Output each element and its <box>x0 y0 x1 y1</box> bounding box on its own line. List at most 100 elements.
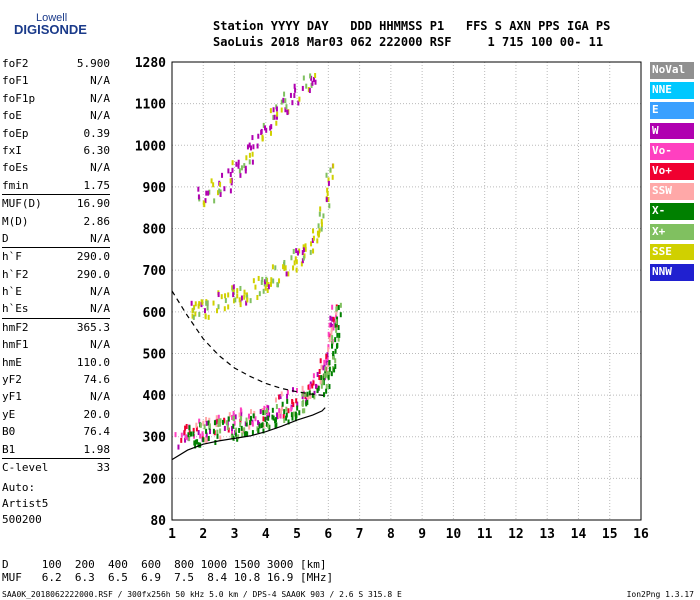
echo-mark <box>248 159 251 165</box>
param-value: 1.98 <box>83 442 111 456</box>
echo-mark <box>301 391 304 397</box>
echo-mark <box>283 409 286 415</box>
echo-mark <box>328 203 331 209</box>
param-row-hf: h`F 290.0 <box>2 247 110 265</box>
echo-mark <box>310 75 313 81</box>
param-value: N/A <box>90 338 110 352</box>
echo-mark <box>194 439 197 445</box>
echo-mark <box>212 300 215 306</box>
echo-mark <box>296 405 299 411</box>
echo-mark <box>302 247 305 253</box>
echo-mark <box>331 174 334 180</box>
y-tick-label: 1000 <box>135 139 166 154</box>
echo-mark <box>335 343 338 349</box>
echo-mark <box>331 366 334 372</box>
echo-mark <box>309 73 312 79</box>
echo-mark <box>261 276 264 282</box>
legend-item-e: E <box>650 102 694 120</box>
echo-mark <box>216 429 219 435</box>
echo-mark <box>262 428 265 434</box>
echo-mark <box>334 322 337 328</box>
echo-mark <box>245 300 248 306</box>
echo-mark <box>219 191 222 197</box>
y-tick-label: 300 <box>143 431 167 446</box>
echo-mark <box>184 425 187 431</box>
echo-mark <box>249 145 252 151</box>
echo-mark <box>327 374 330 380</box>
param-row-hes: h`Es N/A <box>2 300 110 317</box>
echo-mark <box>197 430 200 436</box>
echo-mark <box>180 437 183 443</box>
y-tick-label: 500 <box>143 347 167 362</box>
echo-mark <box>226 425 229 431</box>
echo-mark <box>231 430 234 436</box>
echo-mark <box>272 107 275 113</box>
legend-item-x: X- <box>650 203 694 221</box>
legend-item-x: X+ <box>650 223 694 241</box>
param-name: B1 <box>2 442 16 456</box>
echo-mark <box>231 426 234 432</box>
echo-mark <box>335 310 338 316</box>
echo-mark <box>195 426 198 432</box>
echo-mark <box>243 431 246 437</box>
echo-mark <box>316 388 319 394</box>
echo-mark <box>234 297 237 303</box>
echo-mark <box>326 187 329 193</box>
echo-mark <box>227 427 230 433</box>
echo-mark <box>287 271 290 277</box>
echo-mark <box>331 316 334 322</box>
echo-mark <box>290 412 293 418</box>
echo-mark <box>320 222 323 228</box>
echo-mark <box>282 264 285 270</box>
param-row-he: h`E N/A <box>2 283 110 300</box>
echo-mark <box>274 397 277 403</box>
param-name: D <box>2 231 9 245</box>
axes <box>171 61 642 521</box>
echo-mark <box>337 304 340 310</box>
echo-mark <box>339 302 342 308</box>
echo-mark <box>293 93 296 99</box>
param-value: N/A <box>90 74 110 88</box>
echo-mark <box>239 407 242 413</box>
echo-mark <box>180 432 183 438</box>
version-label: Ion2Png 1.3.17 <box>626 590 694 599</box>
echo-mark <box>203 202 206 208</box>
echo-mark <box>295 259 298 265</box>
echo-mark <box>311 80 314 86</box>
echo-mark <box>320 364 323 370</box>
echo-mark <box>241 432 244 438</box>
echo-mark <box>302 399 305 405</box>
echo-mark <box>275 114 278 120</box>
echo-mark <box>245 421 248 427</box>
echo-mark <box>219 428 222 434</box>
echo-mark <box>281 401 284 407</box>
param-value: 290.0 <box>76 267 110 281</box>
echo-mark <box>247 413 250 419</box>
param-name: hmE <box>2 355 22 369</box>
echo-mark <box>278 408 281 414</box>
x-tick-label: 1 <box>168 527 176 542</box>
muf-table: D 100 200 400 600 800 1000 1500 3000 [km… <box>2 558 333 584</box>
echo-mark <box>291 399 294 405</box>
echo-mark <box>287 408 290 414</box>
param-value: N/A <box>90 91 110 105</box>
echo-mark <box>232 411 235 417</box>
echo-mark <box>319 379 322 385</box>
legend-item-nnw: NNW <box>650 263 694 281</box>
echo-mark <box>330 371 333 377</box>
param-row-mufd: MUF(D) 16.90 <box>2 194 110 212</box>
auto-program: Artist5 <box>2 497 49 510</box>
echo-mark <box>275 422 278 428</box>
param-row-fof1: foF1 N/A <box>2 72 110 89</box>
echo-mark <box>335 306 338 312</box>
echo-mark <box>269 108 272 114</box>
echo-mark <box>300 261 303 267</box>
echo-mark <box>264 285 267 291</box>
echo-mark <box>261 422 264 428</box>
echo-mark <box>291 415 294 421</box>
echo-mark <box>188 430 191 436</box>
echo-mark <box>262 422 265 428</box>
echo-mark <box>330 327 333 333</box>
echo-mark <box>301 408 304 414</box>
